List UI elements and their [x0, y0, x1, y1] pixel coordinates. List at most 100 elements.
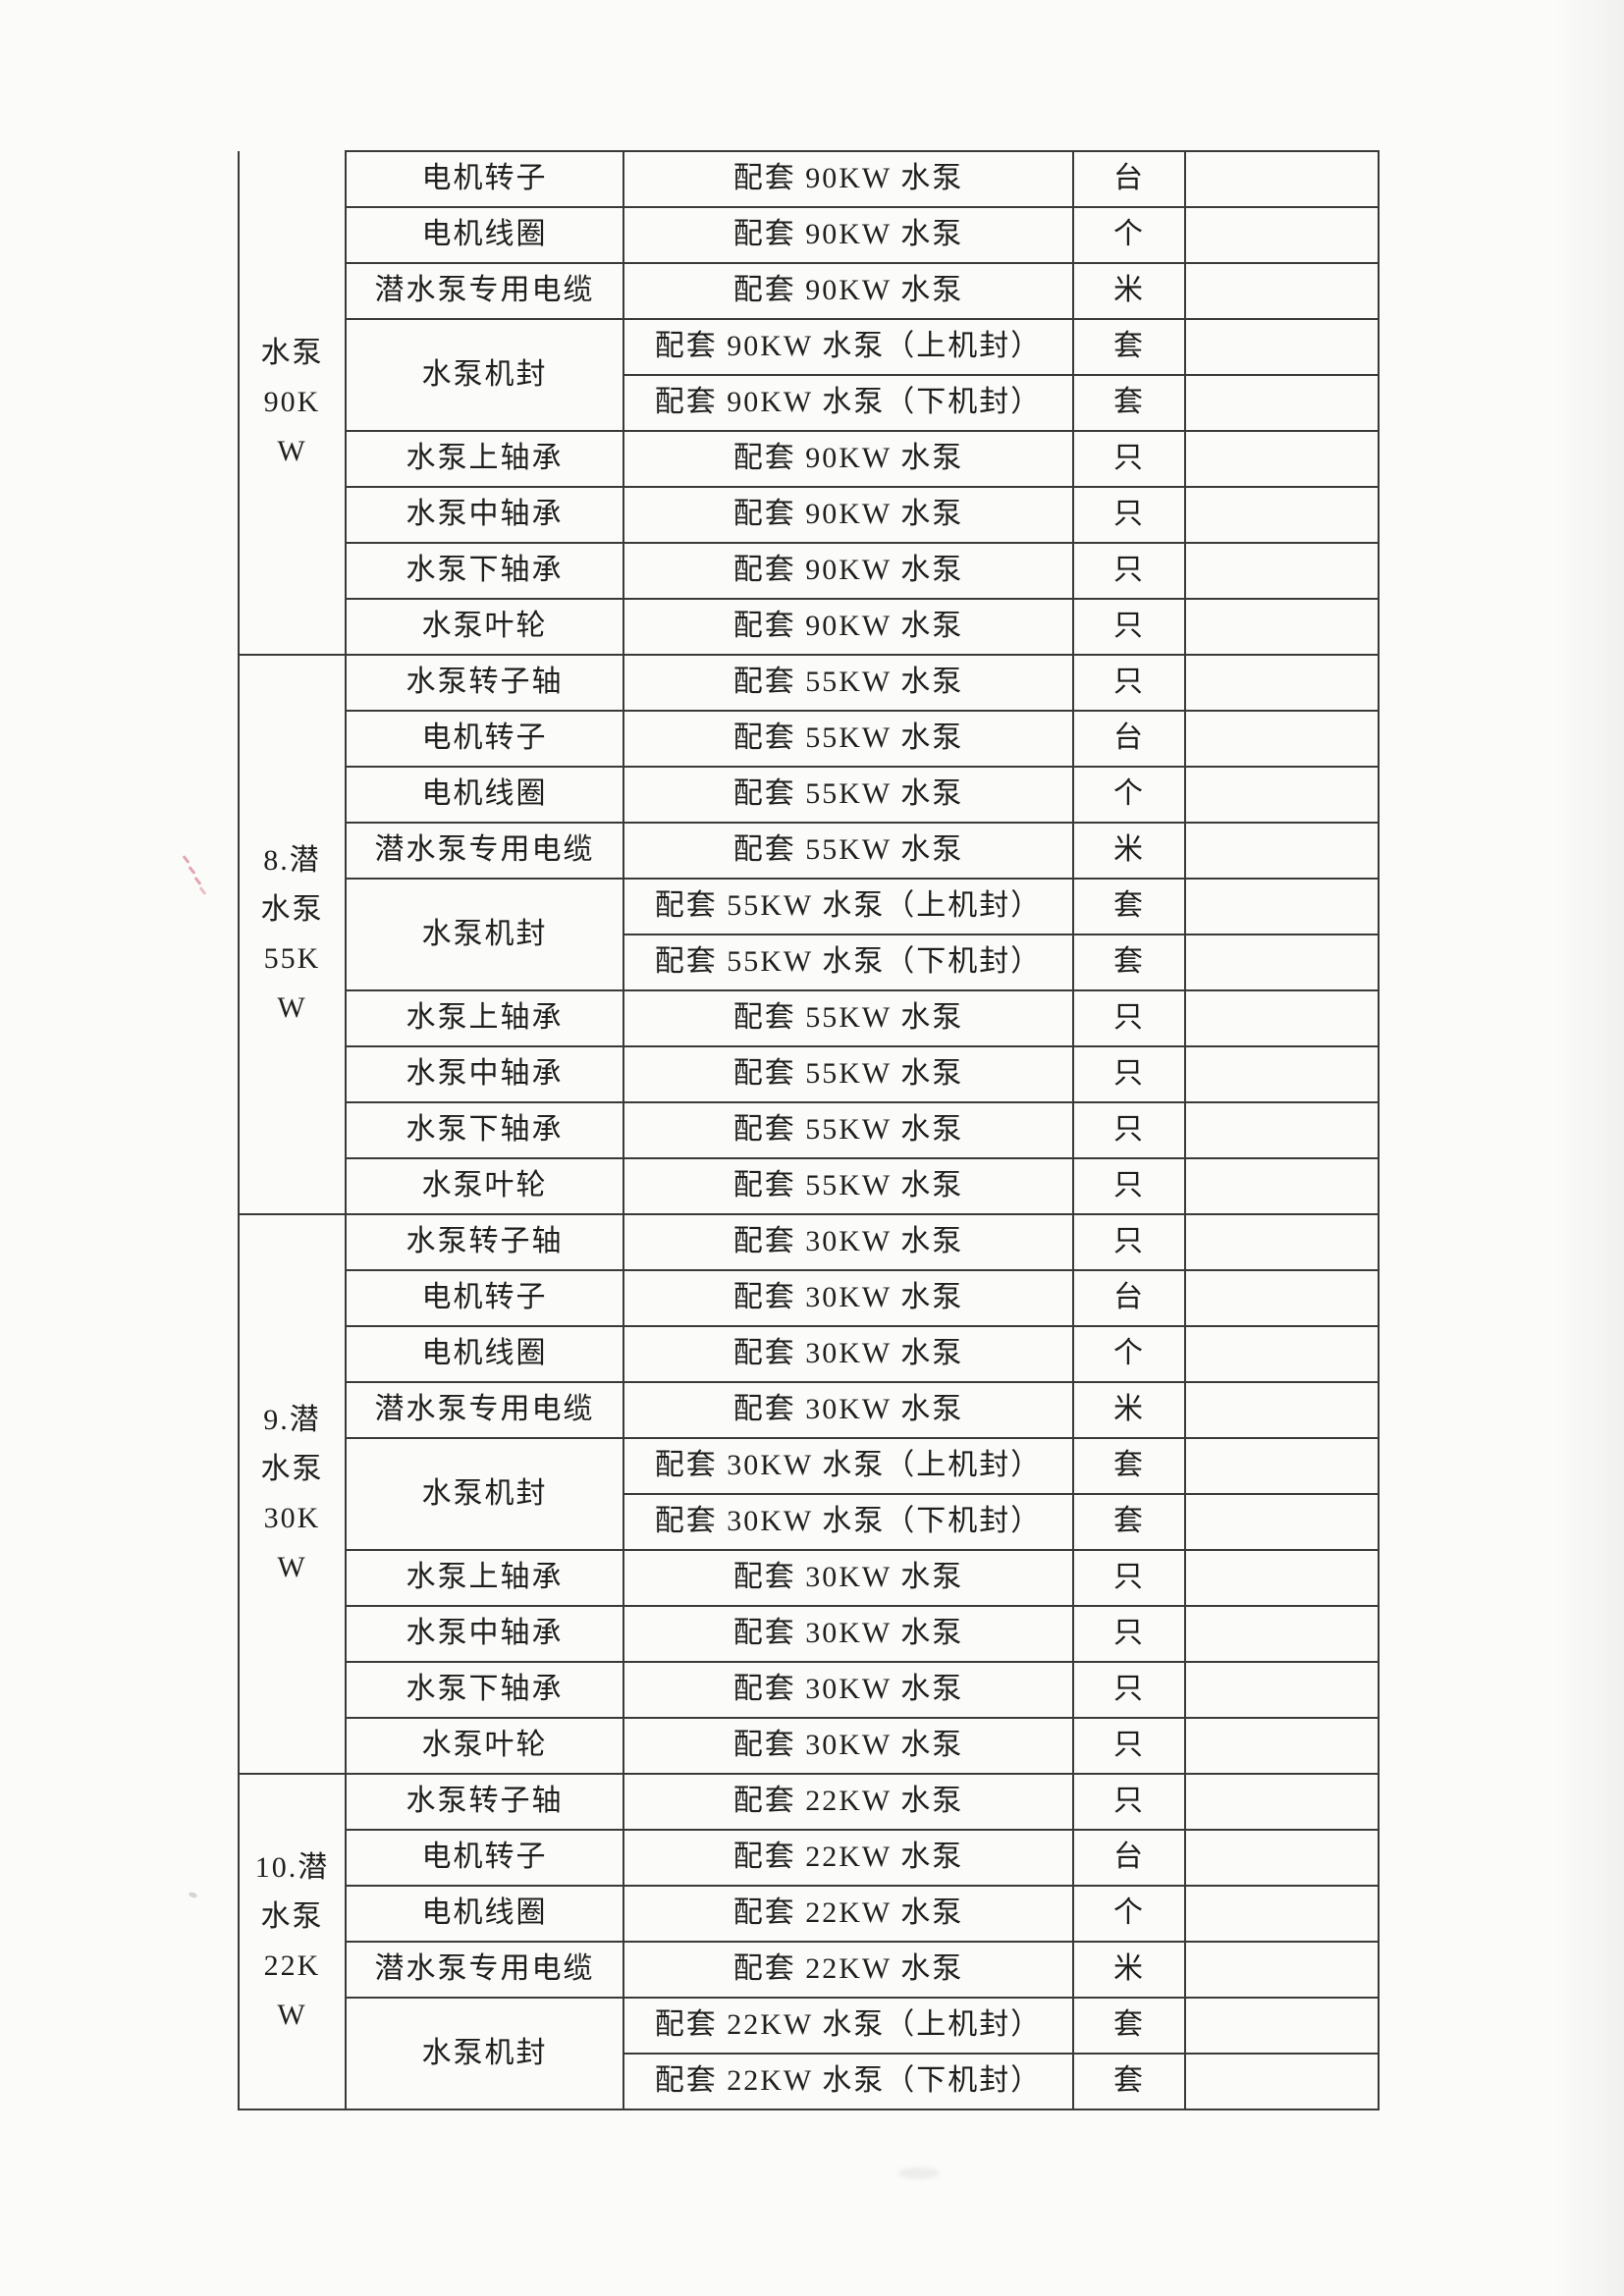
unit-cell: 只 [1072, 486, 1186, 544]
desc-cell: 配套 90KW 水泵 [623, 542, 1074, 600]
empty-cell [1184, 262, 1380, 320]
desc-cell: 配套 55KW 水泵 [623, 710, 1074, 768]
desc-cell: 配套 55KW 水泵（上机封） [623, 878, 1074, 935]
unit-cell: 米 [1072, 1381, 1186, 1439]
empty-cell [1184, 1997, 1380, 2055]
part-cell: 水泵下轴承 [345, 1661, 624, 1719]
part-cell: 潜水泵专用电缆 [345, 822, 624, 880]
unit-cell: 个 [1072, 206, 1186, 264]
unit-cell: 台 [1072, 150, 1186, 208]
category-line: 水泵 [260, 1900, 324, 1933]
category-line: 8.潜 [263, 844, 321, 877]
scan-artifact-pink-mark [188, 866, 196, 875]
unit-cell: 套 [1072, 934, 1186, 991]
desc-cell: 配套 22KW 水泵 [623, 1941, 1074, 1999]
category-line: 90K [263, 386, 321, 418]
scan-artifact-speck [188, 1891, 198, 1899]
part-cell: 电机转子 [345, 710, 624, 768]
category-line: 55K [263, 942, 321, 975]
unit-cell: 只 [1072, 1213, 1186, 1271]
empty-cell [1184, 598, 1380, 656]
desc-cell: 配套 90KW 水泵 [623, 206, 1074, 264]
unit-cell: 只 [1072, 1773, 1186, 1831]
part-cell: 水泵中轴承 [345, 1045, 624, 1103]
unit-cell: 只 [1072, 598, 1186, 656]
part-cell: 水泵转子轴 [345, 1773, 624, 1831]
part-cell: 水泵机封 [345, 318, 624, 432]
unit-cell: 只 [1072, 430, 1186, 488]
desc-cell: 配套 30KW 水泵 [623, 1269, 1074, 1327]
part-cell: 水泵下轴承 [345, 1101, 624, 1159]
scan-artifact-pink-mark [193, 877, 202, 885]
part-cell: 水泵机封 [345, 1437, 624, 1551]
category-line: 水泵 [260, 893, 324, 926]
unit-cell: 只 [1072, 1605, 1186, 1663]
part-cell: 潜水泵专用电缆 [345, 1381, 624, 1439]
empty-cell [1184, 1101, 1380, 1159]
desc-cell: 配套 55KW 水泵（下机封） [623, 934, 1074, 991]
category-line: W [277, 991, 307, 1024]
part-cell: 水泵下轴承 [345, 542, 624, 600]
category-line: W [277, 1551, 307, 1583]
empty-cell [1184, 2053, 1380, 2110]
desc-cell: 配套 22KW 水泵 [623, 1885, 1074, 1943]
empty-cell [1184, 1717, 1380, 1775]
part-cell: 水泵叶轮 [345, 598, 624, 656]
desc-cell: 配套 30KW 水泵 [623, 1661, 1074, 1719]
empty-cell [1184, 206, 1380, 264]
category-line: W [277, 435, 307, 467]
empty-cell [1184, 822, 1380, 880]
part-cell: 电机转子 [345, 150, 624, 208]
desc-cell: 配套 90KW 水泵 [623, 150, 1074, 208]
category-cell: 水泵 90K W [238, 151, 347, 656]
unit-cell: 台 [1072, 1829, 1186, 1887]
part-cell: 水泵机封 [345, 1997, 624, 2110]
unit-cell: 只 [1072, 542, 1186, 600]
unit-cell: 米 [1072, 1941, 1186, 1999]
empty-cell [1184, 430, 1380, 488]
empty-cell [1184, 486, 1380, 544]
part-cell: 水泵中轴承 [345, 486, 624, 544]
empty-cell [1184, 1213, 1380, 1271]
empty-cell [1184, 766, 1380, 824]
part-cell: 水泵转子轴 [345, 1213, 624, 1271]
part-cell: 潜水泵专用电缆 [345, 1941, 624, 1999]
desc-cell: 配套 90KW 水泵 [623, 262, 1074, 320]
empty-cell [1184, 542, 1380, 600]
desc-cell: 配套 90KW 水泵（上机封） [623, 318, 1074, 376]
desc-cell: 配套 55KW 水泵 [623, 989, 1074, 1047]
unit-cell: 个 [1072, 766, 1186, 824]
unit-cell: 只 [1072, 1045, 1186, 1103]
unit-cell: 只 [1072, 654, 1186, 712]
part-cell: 水泵转子轴 [345, 654, 624, 712]
unit-cell: 套 [1072, 318, 1186, 376]
unit-cell: 米 [1072, 822, 1186, 880]
unit-cell: 只 [1072, 1157, 1186, 1215]
category-cell: 8.潜 水泵 55K W [238, 654, 347, 1215]
empty-cell [1184, 654, 1380, 712]
desc-cell: 配套 55KW 水泵 [623, 1101, 1074, 1159]
empty-cell [1184, 1325, 1380, 1383]
empty-cell [1184, 1885, 1380, 1943]
unit-cell: 套 [1072, 878, 1186, 935]
desc-cell: 配套 55KW 水泵 [623, 654, 1074, 712]
desc-cell: 配套 90KW 水泵 [623, 430, 1074, 488]
desc-cell: 配套 90KW 水泵 [623, 598, 1074, 656]
unit-cell: 个 [1072, 1325, 1186, 1383]
empty-cell [1184, 1269, 1380, 1327]
desc-cell: 配套 30KW 水泵 [623, 1717, 1074, 1775]
desc-cell: 配套 22KW 水泵（上机封） [623, 1997, 1074, 2055]
scan-artifact-pink-mark [182, 855, 190, 864]
unit-cell: 个 [1072, 1885, 1186, 1943]
desc-cell: 配套 90KW 水泵（下机封） [623, 374, 1074, 432]
empty-cell [1184, 1661, 1380, 1719]
empty-cell [1184, 878, 1380, 935]
empty-cell [1184, 1605, 1380, 1663]
category-line: 22K [263, 1949, 321, 1982]
empty-cell [1184, 1493, 1380, 1551]
part-cell: 电机线圈 [345, 1325, 624, 1383]
empty-cell [1184, 1437, 1380, 1495]
empty-cell [1184, 1829, 1380, 1887]
category-line: 水泵 [260, 1453, 324, 1485]
